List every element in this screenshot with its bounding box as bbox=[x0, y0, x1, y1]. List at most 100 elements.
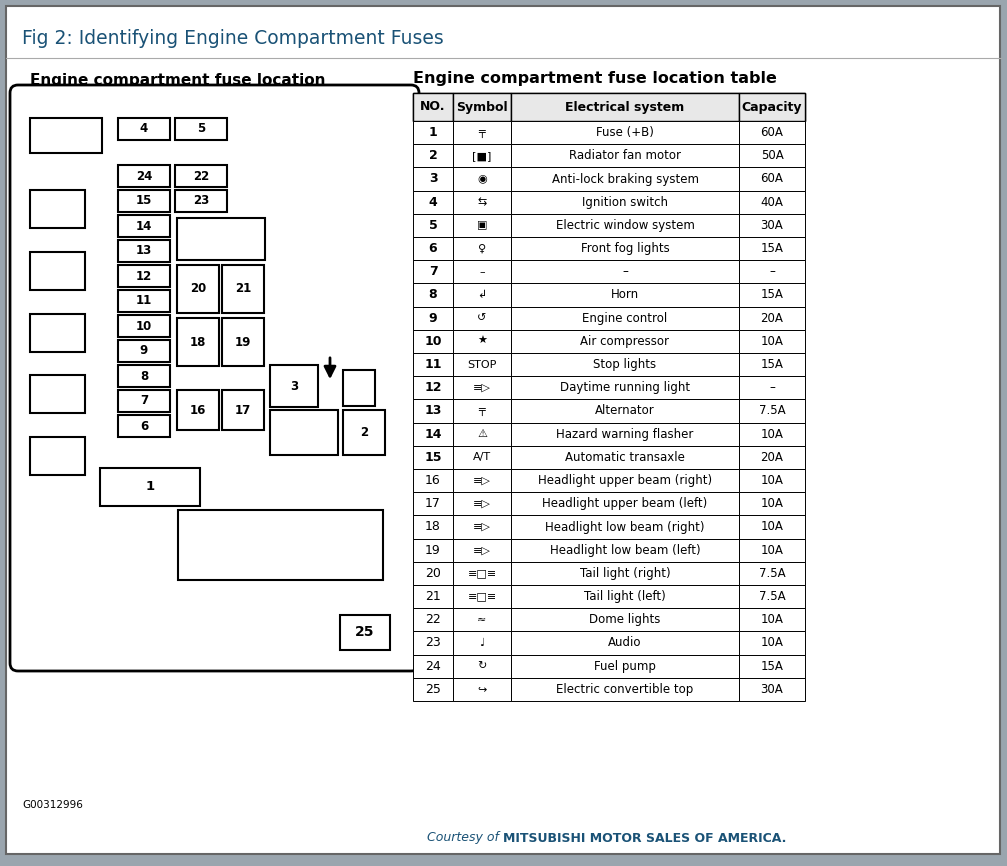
Text: 1: 1 bbox=[429, 126, 437, 139]
Text: NO.: NO. bbox=[420, 100, 446, 113]
Text: Tail light (left): Tail light (left) bbox=[584, 590, 666, 603]
Text: 17: 17 bbox=[235, 404, 251, 417]
Bar bbox=[453, 191, 511, 214]
Bar bbox=[118, 415, 170, 437]
Text: 15: 15 bbox=[136, 195, 152, 208]
Text: 11: 11 bbox=[424, 359, 442, 372]
Text: 24: 24 bbox=[136, 170, 152, 183]
Bar bbox=[270, 410, 338, 455]
Text: 2: 2 bbox=[429, 149, 437, 162]
Bar bbox=[453, 121, 511, 145]
Text: ↺: ↺ bbox=[477, 313, 486, 323]
Text: 60A: 60A bbox=[760, 172, 783, 185]
Bar bbox=[453, 562, 511, 585]
Bar bbox=[453, 145, 511, 167]
Bar bbox=[118, 315, 170, 337]
Bar bbox=[739, 585, 805, 608]
Text: 10A: 10A bbox=[760, 544, 783, 557]
Bar bbox=[739, 214, 805, 237]
Text: 22: 22 bbox=[425, 613, 441, 626]
Bar bbox=[511, 515, 739, 539]
Text: 13: 13 bbox=[136, 244, 152, 257]
Bar bbox=[511, 283, 739, 307]
Text: 8: 8 bbox=[140, 370, 148, 383]
Bar bbox=[453, 307, 511, 330]
Bar bbox=[511, 260, 739, 283]
Text: Automatic transaxle: Automatic transaxle bbox=[565, 451, 685, 464]
Bar bbox=[413, 353, 453, 376]
Bar bbox=[739, 121, 805, 145]
Text: 13: 13 bbox=[424, 404, 442, 417]
Text: 12: 12 bbox=[136, 269, 152, 282]
Text: Courtesy of: Courtesy of bbox=[427, 831, 504, 844]
Bar bbox=[511, 167, 739, 191]
Bar bbox=[340, 615, 390, 650]
Text: ◉: ◉ bbox=[477, 174, 486, 184]
Text: Horn: Horn bbox=[611, 288, 639, 301]
Text: 19: 19 bbox=[425, 544, 441, 557]
Text: Symbol: Symbol bbox=[456, 100, 508, 113]
Text: –: – bbox=[622, 265, 628, 278]
Text: 15A: 15A bbox=[760, 288, 783, 301]
Bar bbox=[270, 365, 318, 407]
Text: A/T: A/T bbox=[473, 452, 491, 462]
Text: ↻: ↻ bbox=[477, 662, 486, 671]
Bar bbox=[453, 515, 511, 539]
Text: 7: 7 bbox=[429, 265, 437, 278]
Text: Daytime running light: Daytime running light bbox=[560, 381, 690, 394]
Bar bbox=[511, 423, 739, 446]
Text: Electric window system: Electric window system bbox=[556, 219, 695, 232]
Bar bbox=[511, 191, 739, 214]
Bar bbox=[413, 167, 453, 191]
Bar bbox=[413, 492, 453, 515]
Bar bbox=[739, 376, 805, 399]
Text: Headlight low beam (left): Headlight low beam (left) bbox=[550, 544, 700, 557]
Bar bbox=[413, 121, 453, 145]
Text: Stop lights: Stop lights bbox=[593, 359, 657, 372]
Text: 24: 24 bbox=[425, 660, 441, 673]
Text: Hazard warning flasher: Hazard warning flasher bbox=[556, 428, 694, 441]
Text: 15: 15 bbox=[424, 451, 442, 464]
Text: 20A: 20A bbox=[760, 312, 783, 325]
Text: 23: 23 bbox=[193, 195, 209, 208]
Bar bbox=[177, 318, 219, 366]
Bar bbox=[511, 376, 739, 399]
Bar bbox=[413, 237, 453, 260]
Bar bbox=[118, 390, 170, 412]
Bar bbox=[511, 631, 739, 655]
Text: ≡▷: ≡▷ bbox=[473, 522, 491, 532]
Bar bbox=[222, 265, 264, 313]
Text: 40A: 40A bbox=[760, 196, 783, 209]
Bar bbox=[511, 562, 739, 585]
Text: 7.5A: 7.5A bbox=[758, 404, 785, 417]
Bar bbox=[178, 510, 383, 580]
Text: Headlight low beam (right): Headlight low beam (right) bbox=[545, 520, 705, 533]
Text: Tail light (right): Tail light (right) bbox=[580, 567, 671, 580]
Text: ♩: ♩ bbox=[479, 638, 484, 648]
Bar bbox=[413, 423, 453, 446]
Text: 60A: 60A bbox=[760, 126, 783, 139]
Text: 16: 16 bbox=[425, 474, 441, 487]
Text: 14: 14 bbox=[136, 219, 152, 232]
Bar bbox=[453, 237, 511, 260]
Bar bbox=[739, 423, 805, 446]
Bar bbox=[511, 539, 739, 562]
Text: ≡□≡: ≡□≡ bbox=[467, 568, 496, 578]
Bar bbox=[175, 165, 227, 187]
Bar bbox=[739, 283, 805, 307]
Text: Ignition switch: Ignition switch bbox=[582, 196, 668, 209]
Bar bbox=[739, 93, 805, 121]
Bar bbox=[739, 446, 805, 469]
Bar bbox=[739, 167, 805, 191]
Bar bbox=[413, 191, 453, 214]
Text: ≈: ≈ bbox=[477, 615, 486, 624]
Text: MITSUBISHI MOTOR SALES OF AMERICA.: MITSUBISHI MOTOR SALES OF AMERICA. bbox=[504, 831, 786, 844]
Bar bbox=[739, 145, 805, 167]
Bar bbox=[453, 283, 511, 307]
Bar bbox=[343, 410, 385, 455]
Text: 10A: 10A bbox=[760, 335, 783, 348]
Bar bbox=[177, 265, 219, 313]
Bar bbox=[118, 190, 170, 212]
Text: Anti-lock braking system: Anti-lock braking system bbox=[552, 172, 699, 185]
Text: 4: 4 bbox=[140, 122, 148, 135]
